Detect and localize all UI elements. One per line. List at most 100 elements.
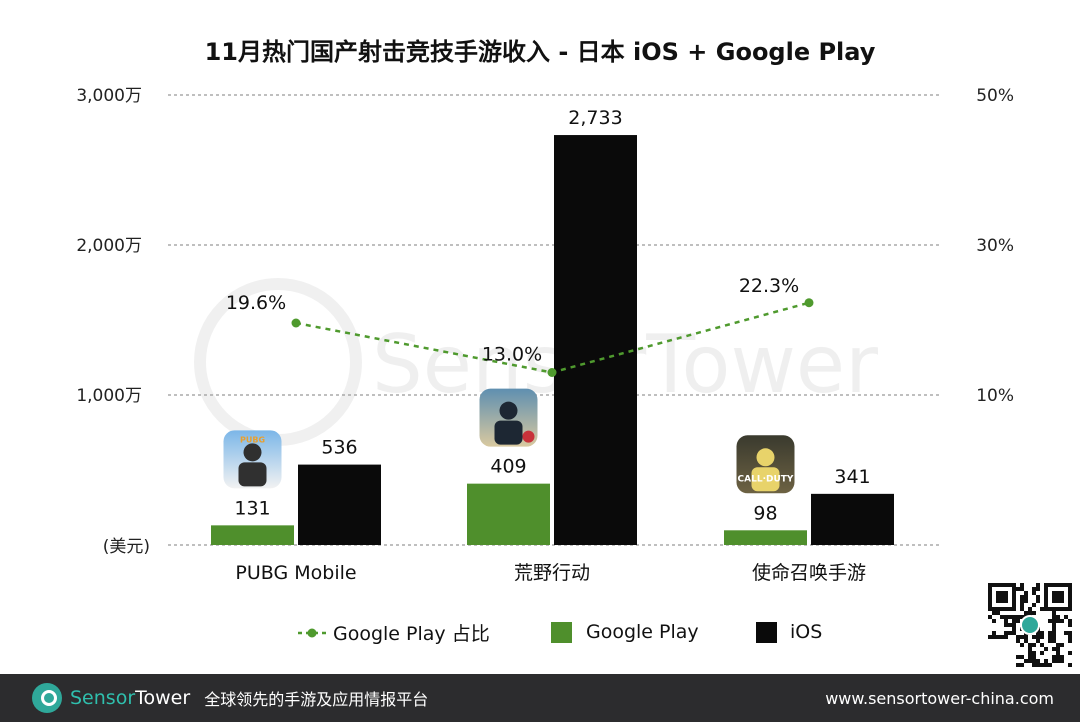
qr-module: [1052, 635, 1056, 639]
y-right-tick-label: 50%: [976, 86, 1014, 106]
qr-module: [988, 587, 992, 591]
qr-module: [1068, 607, 1072, 611]
legend-label-google-play: Google Play: [586, 621, 699, 643]
legend: Google Play 占比 Google Play iOS: [298, 621, 822, 645]
qr-module: [1032, 659, 1036, 663]
qr-module: [1024, 591, 1028, 595]
qr-module: [1060, 583, 1064, 587]
app-icons: PUBG CALL·DUTY: [223, 388, 795, 494]
qr-module: [1044, 587, 1048, 591]
qr-module: [1012, 587, 1016, 591]
qr-module: [1012, 631, 1016, 635]
qr-module: [1032, 611, 1036, 615]
share-point: [291, 318, 301, 328]
qr-module: [1048, 663, 1052, 667]
qr-module: [1052, 583, 1056, 587]
qr-module: [1008, 631, 1012, 635]
category-label: 使命召唤手游: [752, 562, 866, 584]
qr-module: [1056, 607, 1060, 611]
bar-google-play: [211, 525, 294, 545]
qr-module: [1064, 607, 1068, 611]
qr-module: [1036, 635, 1040, 639]
bar-data-label: 536: [321, 437, 357, 459]
qr-module: [1056, 583, 1060, 587]
y-axis-left: 3,000万 2,000万 1,000万: [76, 86, 142, 406]
chart: SensorTower 11月热门国产射击竞技手游收入 - 日本 iOS + G…: [76, 38, 1014, 645]
qr-module: [1068, 651, 1072, 655]
qr-module: [1056, 599, 1060, 603]
qr-module: [1060, 659, 1064, 663]
qr-module: [1060, 619, 1064, 623]
qr-module: [1064, 631, 1068, 635]
qr-module: [1056, 643, 1060, 647]
qr-module: [1032, 651, 1036, 655]
icon-badge: [522, 430, 535, 443]
legend-swatch-google-play: [551, 622, 572, 643]
qr-module: [1044, 647, 1048, 651]
y-left-tick-label: 3,000万: [76, 86, 142, 106]
icon-figure-body: [494, 420, 523, 445]
category-label: PUBG Mobile: [235, 562, 356, 584]
bars: 131 536 409 2,733 98 341: [211, 107, 894, 546]
qr-module: [1056, 595, 1060, 599]
qr-module: [988, 607, 992, 611]
qr-module: [1052, 659, 1056, 663]
qr-module: [1004, 607, 1008, 611]
share-data-label: 19.6%: [226, 292, 286, 314]
icon-text: CALL·DUTY: [738, 474, 794, 484]
legend-line-marker: [307, 628, 317, 638]
legend-label-ios: iOS: [790, 621, 822, 643]
qr-module: [1052, 607, 1056, 611]
qr-module: [1044, 663, 1048, 667]
qr-module: [1048, 607, 1052, 611]
qr-module: [992, 583, 996, 587]
qr-module: [1000, 615, 1004, 619]
qr-module: [1028, 659, 1032, 663]
qr-module: [1028, 643, 1032, 647]
qr-module: [1024, 659, 1028, 663]
qr-module: [1012, 595, 1016, 599]
qr-module: [1044, 603, 1048, 607]
y-left-tick-label: 1,000万: [76, 386, 142, 406]
qr-module: [1044, 607, 1048, 611]
qr-module: [1068, 631, 1072, 635]
qr-module: [988, 603, 992, 607]
share-point: [547, 368, 557, 377]
bar-ios: [554, 135, 637, 546]
qr-module: [1016, 615, 1020, 619]
qr-module: [988, 595, 992, 599]
qr-module: [1008, 623, 1012, 627]
qr-center-logo-icon: [1020, 615, 1040, 635]
qr-module: [1068, 635, 1072, 639]
qr-module: [996, 599, 1000, 603]
qr-module: [1068, 603, 1072, 607]
qr-module: [1024, 639, 1028, 643]
qr-module: [1004, 591, 1008, 595]
x-axis-categories: PUBG Mobile 荒野行动 使命召唤手游: [235, 562, 866, 584]
qr-module: [1012, 583, 1016, 587]
qr-module: [1012, 603, 1016, 607]
qr-module: [1040, 631, 1044, 635]
share-data-label: 22.3%: [739, 275, 799, 297]
qr-module: [1012, 619, 1016, 623]
bar-ios: [298, 464, 381, 545]
footer-bar: SensorTower 全球领先的手游及应用情报平台 www.sensortow…: [0, 674, 1080, 722]
y-left-tick-label: 2,000万: [76, 236, 142, 256]
qr-module: [1052, 619, 1056, 623]
qr-module: [1020, 587, 1024, 591]
qr-module: [1036, 639, 1040, 643]
qr-module: [1012, 627, 1016, 631]
qr-module: [1056, 591, 1060, 595]
qr-module: [1020, 655, 1024, 659]
qr-module: [996, 583, 1000, 587]
qr-pattern: [988, 583, 1072, 667]
qr-module: [1020, 663, 1024, 667]
category-label: 荒野行动: [514, 562, 590, 584]
y-right-tick-label: 30%: [976, 236, 1014, 256]
legend-swatch-ios: [756, 622, 777, 643]
icon-figure-head: [756, 448, 775, 467]
bar-data-label: 98: [753, 502, 777, 524]
call-of-duty-app-icon: CALL·DUTY: [736, 435, 795, 494]
qr-module: [1052, 631, 1056, 635]
qr-module: [992, 611, 996, 615]
